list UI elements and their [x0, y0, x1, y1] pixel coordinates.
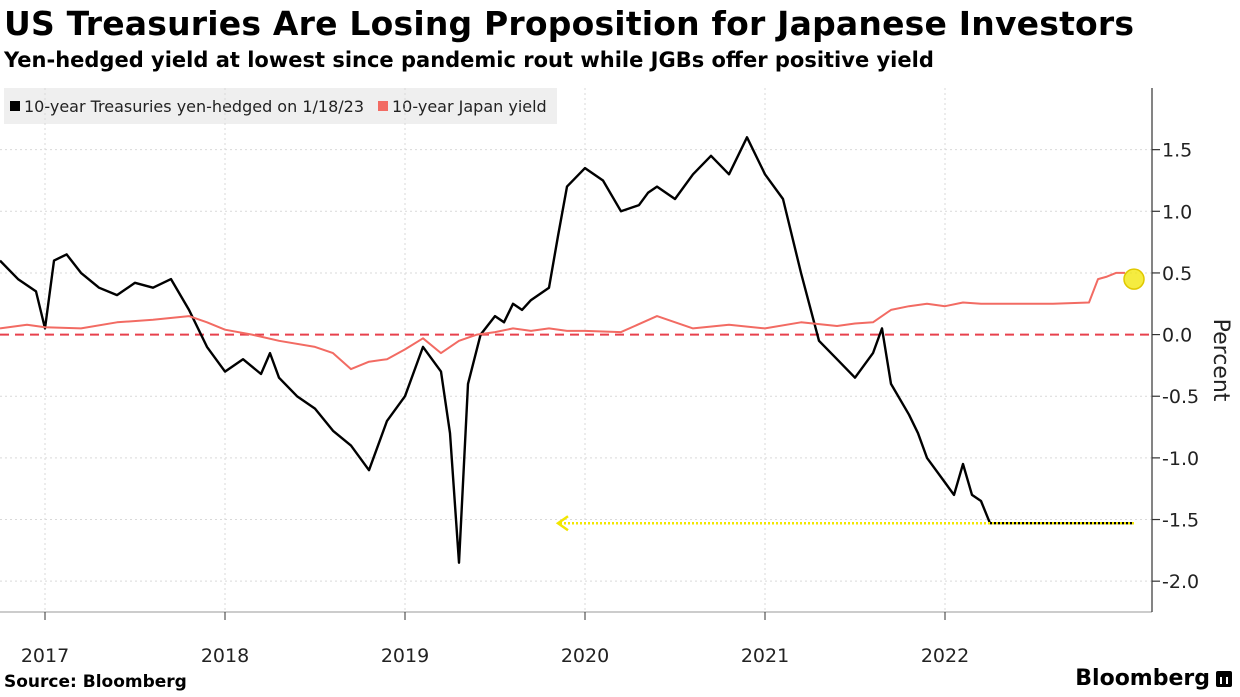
y-tick-label: 1.0: [1162, 201, 1192, 223]
chart-title: US Treasuries Are Losing Proposition for…: [4, 4, 1135, 43]
series-line-japan: [0, 271, 1125, 371]
y-axis-title: Percent: [1208, 319, 1233, 402]
x-tick-label: 2021: [741, 645, 789, 667]
y-tick-label: 1.5: [1162, 140, 1192, 162]
chart-legend: 10-year Treasuries yen-hedged on 1/18/23…: [4, 88, 557, 124]
legend-item-treasuries[interactable]: 10-year Treasuries yen-hedged on 1/18/23: [10, 97, 364, 116]
chart-subtitle: Yen-hedged yield at lowest since pandemi…: [4, 48, 934, 72]
y-tick-label: -1.5: [1162, 510, 1199, 532]
bloomberg-terminal-icon: [1216, 670, 1232, 687]
x-tick-label: 2019: [381, 645, 429, 667]
x-tick-label: 2017: [21, 645, 69, 667]
legend-swatch-treasuries: [10, 101, 20, 111]
series-line-treasuries: [0, 136, 1134, 564]
brand-logo: Bloomberg: [1075, 666, 1232, 691]
y-tick-label: 0.5: [1162, 263, 1192, 285]
highlight-circle: [1123, 268, 1145, 290]
source-note: Source: Bloomberg: [4, 672, 187, 692]
y-tick-label: 0.0: [1162, 325, 1192, 347]
x-tick-label: 2020: [561, 645, 609, 667]
y-tick-label: -1.0: [1162, 448, 1199, 470]
brand-name: Bloomberg: [1075, 666, 1210, 691]
x-tick-label: 2018: [201, 645, 249, 667]
highlight-arrow-head: [555, 515, 569, 532]
y-tick-label: -0.5: [1162, 386, 1199, 408]
legend-label-japan: 10-year Japan yield: [392, 96, 547, 116]
y-tick-label: -2.0: [1162, 571, 1199, 593]
legend-swatch-japan: [378, 101, 388, 111]
x-tick-label: 2022: [921, 645, 969, 667]
legend-label-treasuries: 10-year Treasuries yen-hedged on 1/18/23: [24, 96, 364, 116]
legend-item-japan[interactable]: 10-year Japan yield: [378, 97, 547, 116]
